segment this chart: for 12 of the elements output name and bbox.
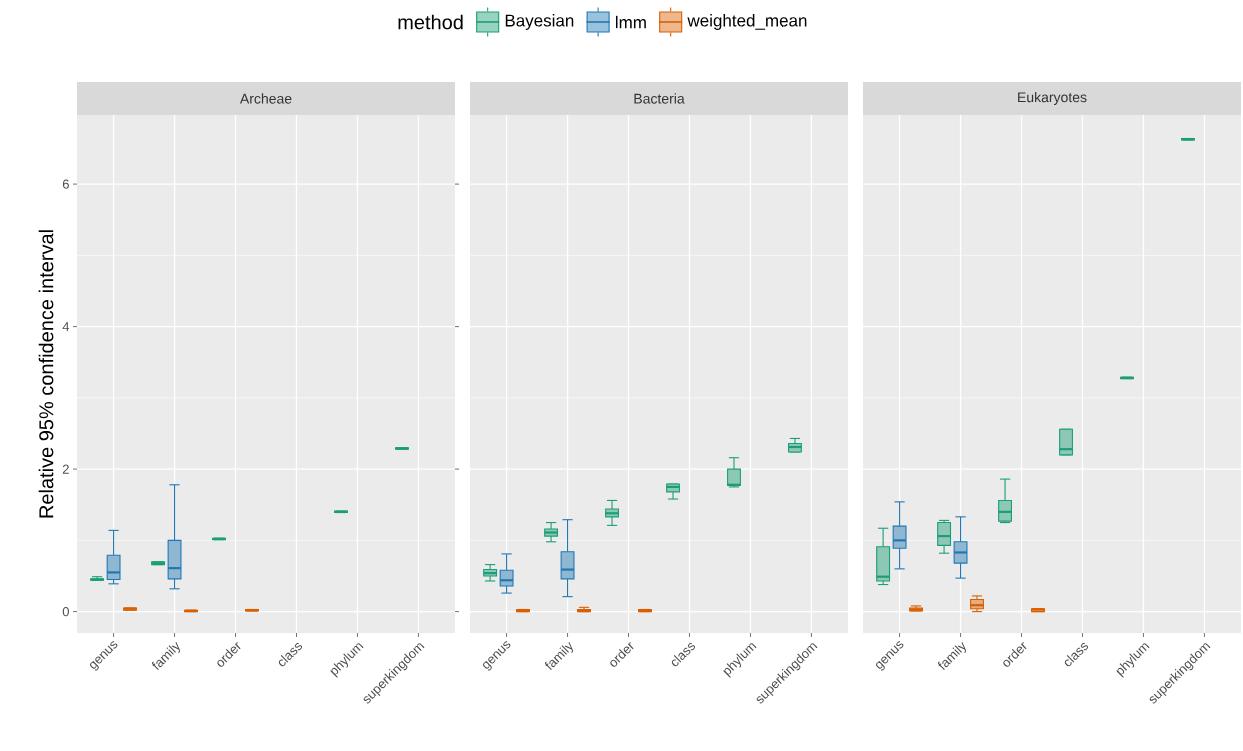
legend-title: method [398,14,463,30]
y-tick-label: 6 [62,179,69,189]
chart-title: Eukaryotes [1018,91,1087,105]
y-tick-label: 0 [62,607,69,617]
y-tick-label: 2 [62,464,69,474]
legend-label: lmm [615,15,646,29]
chart-title: Bacteria [634,93,685,104]
y-axis-title: Relative 95% confidence interval [38,230,54,518]
legend-label: Bayesian [505,14,574,30]
chart-title: Archeae [239,93,292,104]
y-tick-label: 4 [62,322,70,332]
legend-label: weighted_mean [687,14,807,30]
